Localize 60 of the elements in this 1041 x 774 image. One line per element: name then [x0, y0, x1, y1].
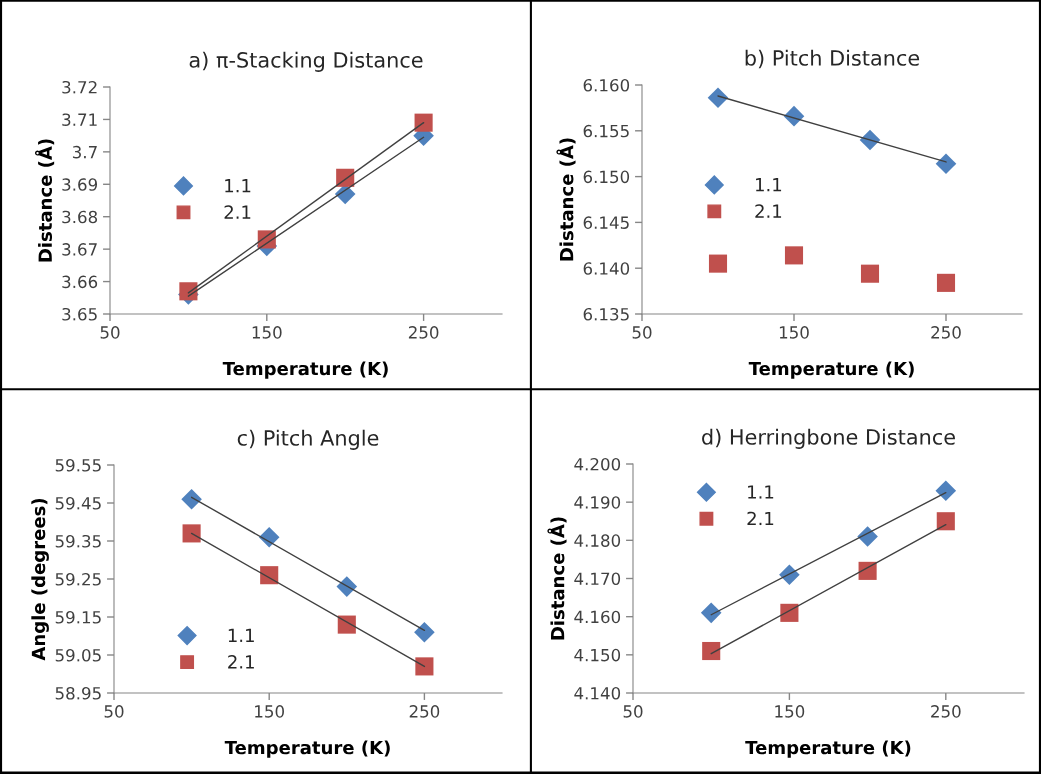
legend-label: 1.1 — [228, 628, 254, 642]
legend-label: 2.1 — [228, 655, 254, 669]
y-tick-label: 3.72 — [62, 80, 97, 94]
y-tick-label: 6.140 — [583, 262, 630, 275]
x-axis-title: Temperature (K) — [224, 740, 390, 758]
legend-label: 2.1 — [755, 204, 782, 218]
y-tick-label: 4.190 — [574, 496, 621, 509]
x-tick-label: 150 — [255, 705, 284, 718]
y-tick-label: 3.65 — [62, 307, 97, 321]
x-tick-label: 50 — [623, 705, 643, 718]
legend-label: 1.1 — [225, 179, 251, 193]
y-tick-label: 59.35 — [55, 534, 101, 548]
y-tick-label: 6.135 — [583, 307, 629, 321]
x-tick-label: 250 — [409, 705, 440, 718]
y-tick-label: 58.95 — [55, 686, 101, 700]
y-tick-label: 59.05 — [55, 648, 101, 662]
y-tick-label: 6.160 — [583, 78, 630, 92]
x-axis-title: Temperature (K) — [745, 740, 911, 758]
y-tick-label: 59.25 — [55, 572, 101, 586]
x-tick-label: 150 — [252, 326, 282, 339]
legend-label: 1.1 — [756, 178, 782, 192]
y-tick-label: 3.66 — [62, 275, 98, 289]
y-axis-title: Angle (degrees) — [31, 498, 49, 661]
y-tick-label: 4.180 — [574, 534, 621, 547]
y-tick-label: 4.140 — [574, 686, 621, 700]
y-tick-label: 6.155 — [583, 124, 629, 138]
x-tick-label: 50 — [104, 705, 124, 718]
chart-title: c) Pitch Angle — [237, 429, 379, 450]
y-tick-label: 4.170 — [574, 572, 621, 586]
y-tick-label: 6.150 — [583, 170, 630, 184]
y-axis-title: Distance (Å) — [556, 138, 576, 261]
x-tick-label: 50 — [100, 326, 120, 339]
y-tick-label: 3.71 — [62, 113, 97, 126]
y-tick-label: 3.68 — [62, 210, 98, 224]
chart-title: b) Pitch Distance — [745, 49, 920, 69]
x-tick-label: 50 — [632, 326, 652, 339]
x-axis-title: Temperature (K) — [748, 361, 914, 379]
legend-label: 2.1 — [747, 511, 774, 526]
x-tick-label: 150 — [775, 705, 805, 718]
x-axis-title: Temperature (K) — [222, 361, 388, 379]
y-axis-title: Distance (Å) — [547, 517, 567, 640]
chart-title: a) π-Stacking Distance — [189, 51, 423, 72]
y-tick-label: 3.7 — [72, 145, 97, 159]
y-tick-label: 6.145 — [583, 216, 629, 229]
legend-label: 2.1 — [224, 205, 251, 219]
y-tick-label: 4.160 — [574, 610, 621, 624]
y-tick-label: 3.69 — [62, 178, 98, 191]
x-tick-label: 150 — [779, 326, 809, 339]
y-tick-label: 3.67 — [62, 243, 97, 256]
x-tick-label: 250 — [931, 326, 961, 339]
y-tick-label: 4.200 — [574, 457, 621, 471]
chart-title: d) Herringbone Distance — [702, 428, 955, 449]
y-tick-label: 59.45 — [55, 496, 101, 510]
x-tick-label: 250 — [931, 705, 961, 718]
legend-label: 1.1 — [748, 485, 774, 499]
y-tick-label: 59.15 — [55, 610, 101, 624]
y-tick-label: 59.55 — [55, 458, 101, 472]
y-axis-title: Distance (Å) — [35, 139, 55, 262]
y-tick-label: 4.150 — [574, 648, 621, 662]
x-tick-label: 250 — [408, 326, 439, 339]
